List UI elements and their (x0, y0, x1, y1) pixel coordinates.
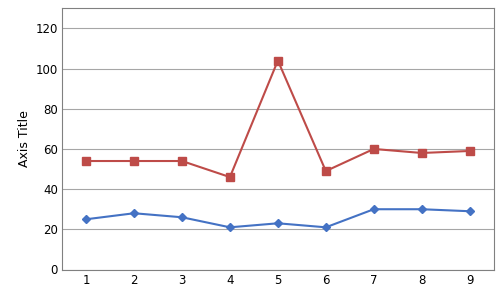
Y-axis label: Axis Title: Axis Title (19, 111, 31, 167)
